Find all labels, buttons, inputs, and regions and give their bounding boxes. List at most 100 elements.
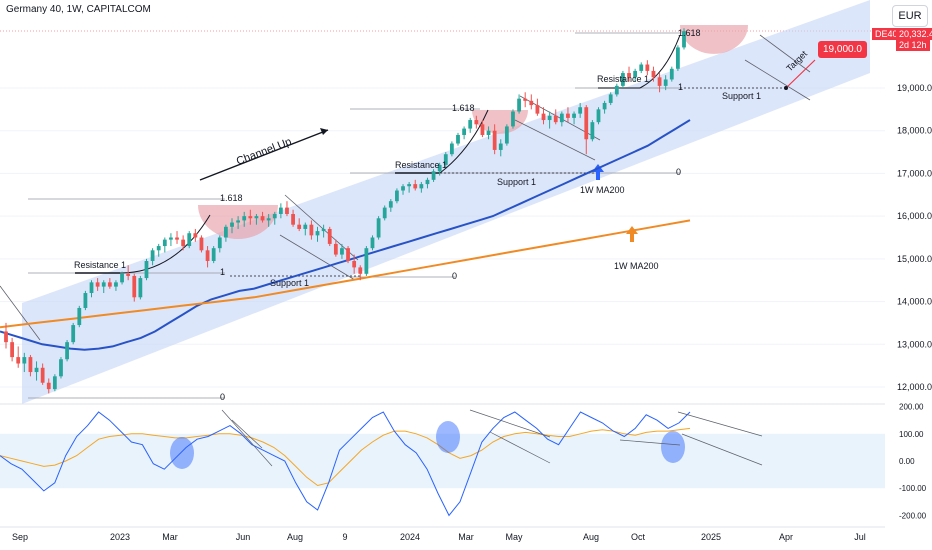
candle [511, 109, 515, 129]
rsi-line [0, 411, 691, 517]
candle [578, 102, 583, 118]
x-tick-label: Aug [287, 532, 303, 542]
candle [187, 231, 192, 249]
candle [590, 120, 595, 142]
ma50-label: 1W MA200 [580, 185, 625, 195]
y-tick-label: 18,000.0 [897, 126, 932, 136]
candle-body [40, 367, 45, 383]
y-tick-label: 12,000.0 [897, 382, 932, 392]
candle [120, 271, 124, 285]
candle-body [321, 228, 326, 232]
candle [114, 280, 118, 291]
candle-body [199, 237, 204, 251]
rsi-highlight [436, 421, 460, 453]
candle [340, 243, 344, 259]
candle-body [395, 190, 399, 202]
candle-body [34, 367, 39, 373]
x-tick-label: Mar [458, 532, 474, 542]
candle [101, 280, 106, 294]
candle [291, 209, 295, 227]
candle [480, 120, 485, 138]
candle-body [535, 105, 540, 114]
candle-body [10, 342, 15, 358]
candle-body [401, 186, 405, 191]
candle-body [376, 218, 381, 238]
candle-body [120, 273, 124, 283]
candle-body [480, 124, 485, 135]
rsi-tick-label: 100.00 [899, 430, 924, 439]
candle-body [498, 143, 503, 150]
x-axis: Sep 2023 Mar Jun Aug 9 2024 Mar May Aug Oct 2025 Apr… [0, 526, 885, 542]
rsi-tick-label: 0.00 [899, 457, 915, 466]
candle-body [132, 275, 137, 298]
candle [498, 139, 503, 157]
candle [382, 205, 387, 221]
candle [419, 181, 424, 193]
candle [572, 111, 576, 125]
candle [608, 92, 613, 106]
candle-body [511, 111, 515, 127]
candle-body [303, 224, 308, 229]
rsi-trend-line [677, 411, 763, 437]
candle-body [181, 239, 186, 247]
channel-arrow-head [320, 128, 328, 135]
candle [107, 278, 112, 289]
candle-body [431, 171, 436, 180]
x-tick-label: Sep [12, 532, 28, 542]
candle [407, 181, 412, 193]
candle [65, 340, 69, 362]
candle-body [669, 68, 674, 80]
y-tick-label: 15,000.0 [897, 254, 932, 264]
projection-curve [119, 214, 211, 274]
candle-body [590, 122, 595, 140]
candle [449, 141, 454, 157]
candle-body [126, 273, 131, 276]
candle [541, 107, 546, 125]
rsi-panel: 200.00 100.00 0.00 -100.00 -200.00 [0, 403, 927, 520]
candle [327, 226, 332, 247]
rsi-band [0, 433, 885, 489]
candle [614, 83, 619, 97]
x-tick-label: Aug [583, 532, 599, 542]
candle-body [28, 357, 33, 373]
candle [462, 126, 467, 140]
candle-body [419, 184, 424, 189]
candle-body [614, 85, 619, 95]
candle [315, 226, 320, 242]
currency-selector[interactable]: EUR [892, 5, 928, 27]
candle [663, 75, 668, 91]
fib-high-label-2: 1.618 [452, 103, 475, 113]
candle-body [682, 31, 686, 48]
candle-body [169, 237, 173, 240]
candle-body [156, 246, 161, 251]
candle [278, 203, 283, 219]
candle [34, 361, 39, 381]
candle [162, 237, 167, 253]
candle-body [425, 179, 430, 185]
projection-line [744, 59, 811, 101]
ma200-label: 1W MA200 [614, 261, 659, 271]
candle-body [382, 207, 387, 219]
candle-body [230, 222, 234, 227]
candle [358, 265, 363, 281]
x-tick-label: 9 [342, 532, 347, 542]
fib-high-label: 1.618 [220, 193, 243, 203]
fib-high-label-3: 1.618 [678, 28, 701, 38]
x-tick-label: 2024 [400, 532, 420, 542]
candle-body [657, 77, 662, 86]
chart-title: Germany 40, 1W, CAPITALCOM [6, 4, 151, 15]
resistance-label-3: Resistance 1 [597, 74, 649, 84]
candle-body [523, 98, 528, 101]
x-tick-label: 2025 [701, 532, 721, 542]
candle [669, 66, 674, 82]
candle-body [456, 134, 460, 144]
candle [535, 98, 540, 116]
candle-body [89, 282, 94, 294]
candle-body [584, 107, 589, 140]
candle [10, 337, 15, 362]
candle-body [621, 73, 625, 86]
candle [627, 66, 631, 82]
candle-body [144, 260, 149, 279]
candle [602, 100, 607, 114]
